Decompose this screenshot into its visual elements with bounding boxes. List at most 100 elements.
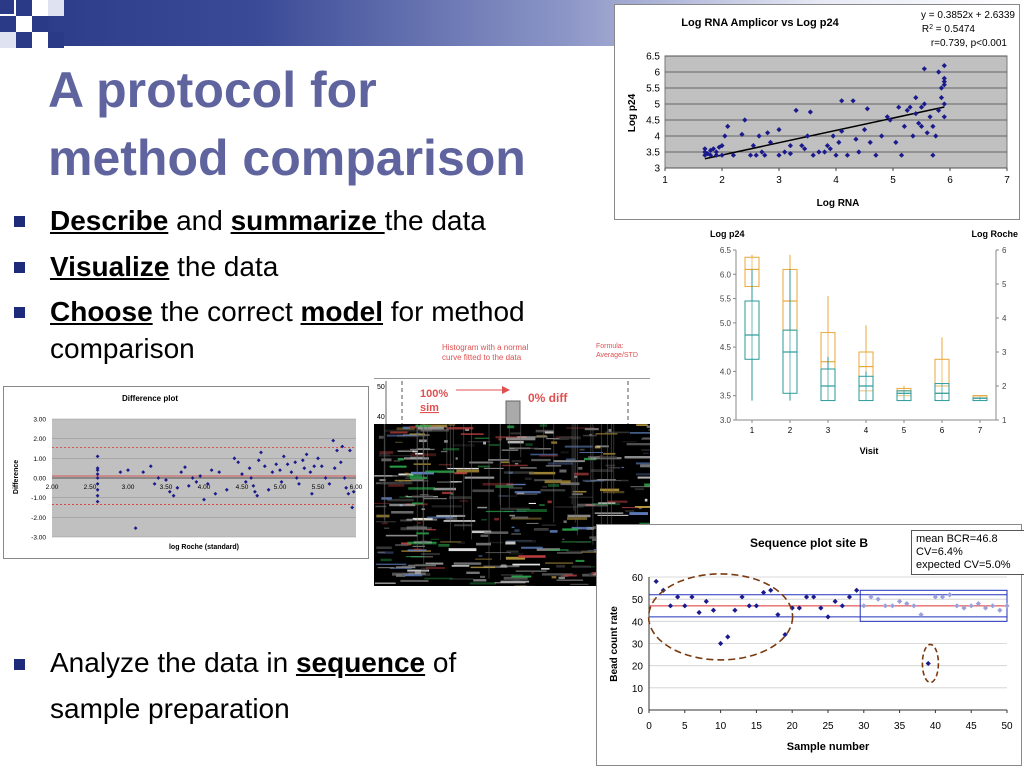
screen-artifact xyxy=(501,461,510,463)
r-squared-value: = 0.5474 xyxy=(933,24,975,35)
bullet-keyword: sequence xyxy=(296,647,425,678)
x-tick-label: 35 xyxy=(894,721,906,732)
x-tick-label: 3 xyxy=(776,175,782,186)
screen-artifact xyxy=(484,531,508,534)
screen-artifact xyxy=(453,424,454,514)
chart-title: Difference plot xyxy=(122,394,178,403)
screen-artifact xyxy=(504,495,517,496)
screen-artifact xyxy=(384,424,385,520)
screen-artifact xyxy=(570,584,588,585)
chart-title: Log RNA Amplicor vs Log p24 xyxy=(681,17,839,29)
screen-artifact xyxy=(543,424,544,454)
x-tick-label: 4 xyxy=(833,175,839,186)
x-tick-label: 1 xyxy=(750,426,755,435)
bullet-choose-cont: comparison xyxy=(50,332,195,366)
screen-artifact xyxy=(548,462,573,464)
screen-artifact xyxy=(595,512,624,514)
screen-artifact xyxy=(564,520,567,523)
screen-artifact xyxy=(509,424,510,508)
bullet-keyword: Choose xyxy=(50,296,153,327)
screen-artifact xyxy=(568,515,591,518)
y-tick-label: 0 xyxy=(637,706,643,717)
screen-artifact xyxy=(531,459,551,461)
screen-artifact xyxy=(415,564,432,566)
y-tick-label: 6 xyxy=(1002,246,1007,255)
screen-artifact xyxy=(577,542,587,543)
screen-artifact xyxy=(504,471,535,474)
similarity-label: 100% xyxy=(420,388,448,400)
x-axis-label: log Roche (standard) xyxy=(169,544,239,551)
screen-artifact xyxy=(488,459,509,461)
screen-artifact xyxy=(380,559,391,562)
screen-artifact xyxy=(553,460,585,462)
screen-artifact xyxy=(427,424,428,497)
screen-artifact xyxy=(641,439,650,440)
y-tick-label: 3 xyxy=(654,164,660,175)
screen-artifact xyxy=(542,524,556,526)
screen-artifact xyxy=(507,426,514,429)
screen-artifact xyxy=(645,499,648,502)
histogram-panel: 50 40 100% sim 0% diff xyxy=(374,378,650,427)
screen-artifact xyxy=(636,462,650,464)
right-axis-title: Log Roche xyxy=(972,229,1019,239)
screen-artifact xyxy=(613,424,614,494)
screen-artifact xyxy=(384,528,389,529)
screen-artifact xyxy=(518,540,536,543)
screen-artifact xyxy=(465,477,495,479)
screen-artifact xyxy=(534,528,549,531)
screen-artifact xyxy=(463,424,464,530)
screen-artifact xyxy=(395,480,412,482)
screen-artifact xyxy=(510,487,523,489)
screen-artifact xyxy=(472,489,494,492)
y-axis-label: Difference xyxy=(13,460,20,494)
y-tick-label: 5.5 xyxy=(646,84,660,95)
screen-artifact xyxy=(592,424,593,545)
screen-artifact xyxy=(382,523,388,525)
screen-artifact xyxy=(416,532,429,534)
screen-artifact xyxy=(644,484,650,487)
difference-plot-svg: Difference plot log Roche (standard) Dif… xyxy=(4,387,368,558)
screen-artifact xyxy=(520,467,537,469)
screen-artifact xyxy=(502,449,519,451)
x-tick-label: 3.50 xyxy=(160,484,173,491)
x-tick-label: 3 xyxy=(826,426,831,435)
screen-artifact xyxy=(374,503,390,504)
y-tick-label: 50 xyxy=(632,595,644,606)
screen-artifact xyxy=(471,424,472,540)
screen-artifact xyxy=(473,579,486,581)
screen-artifact xyxy=(643,453,649,454)
decor-square xyxy=(48,32,64,48)
screen-artifact xyxy=(540,489,565,491)
screen-artifact xyxy=(509,553,524,555)
bullet-choose: Choose the correct model for method xyxy=(50,295,525,329)
screen-artifact xyxy=(500,424,501,560)
screen-artifact xyxy=(427,517,453,519)
y-tick-label: 4.5 xyxy=(720,343,732,352)
y-tick-label: 30 xyxy=(632,640,644,651)
screen-artifact xyxy=(640,464,650,467)
screen-artifact xyxy=(625,510,634,512)
screen-artifact xyxy=(376,564,406,565)
screen-artifact xyxy=(447,468,479,469)
screen-artifact xyxy=(525,478,532,481)
screen-artifact xyxy=(638,477,650,479)
y-tick-label: 3.5 xyxy=(720,392,732,401)
screen-artifact xyxy=(375,583,396,585)
bullet-text: of xyxy=(425,647,456,678)
screen-artifact xyxy=(552,576,557,578)
screen-artifact xyxy=(635,488,644,490)
screen-artifact xyxy=(556,565,565,568)
bullet-keyword: summarize xyxy=(231,205,385,236)
screen-artifact xyxy=(608,467,620,468)
screen-artifact xyxy=(600,489,619,492)
x-tick-label: 25 xyxy=(822,721,834,732)
decor-square xyxy=(32,32,48,48)
left-axis-title: Log p24 xyxy=(710,229,745,239)
screen-artifact xyxy=(423,498,447,499)
screen-artifact xyxy=(627,443,650,445)
screen-artifact xyxy=(515,463,519,464)
screen-artifact xyxy=(625,456,651,459)
legend-entry: mean BCR=46.8 xyxy=(916,533,1020,546)
screen-artifact xyxy=(479,555,483,556)
fit-equation: y = 0.3852x + 2.6339 xyxy=(921,10,1015,21)
